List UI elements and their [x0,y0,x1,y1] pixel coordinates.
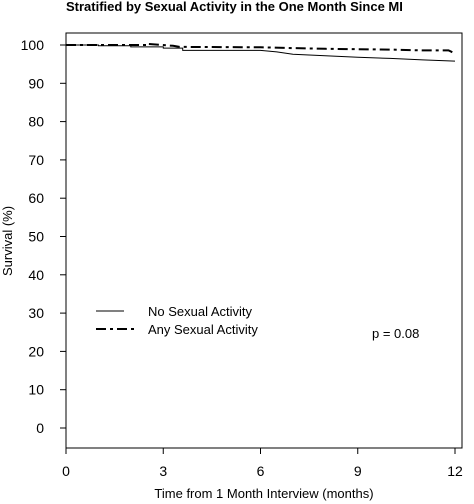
x-tick-label: 12 [447,463,463,479]
legend-label-any-sexual-activity: Any Sexual Activity [148,322,258,337]
y-tick-label: 0 [36,420,44,436]
x-tick-label: 9 [354,463,362,479]
y-tick-label: 50 [28,229,44,245]
x-axis-ticks: 0 3 6 9 12 [62,448,463,479]
series-layer [66,42,456,62]
x-tick-label: 0 [62,463,70,479]
series-line-no-sexual-activity [66,44,456,62]
y-tick-label: 70 [28,152,44,168]
legend-label-no-sexual-activity: No Sexual Activity [148,304,253,319]
x-axis-label: Time from 1 Month Interview (months) [154,486,373,501]
y-tick-label: 10 [28,382,44,398]
x-tick-label: 6 [257,463,265,479]
y-tick-label: 80 [28,114,44,130]
chart-title: Stratified by Sexual Activity in the One… [66,0,403,14]
legend: No Sexual Activity Any Sexual Activity [96,304,258,337]
y-tick-label: 90 [28,75,44,91]
y-axis-ticks: 0 10 20 30 40 50 60 70 80 90 100 [21,37,66,436]
plot-frame [65,32,463,449]
y-tick-label: 40 [28,267,44,283]
y-axis-label: Survival (%) [0,206,15,276]
x-tick-label: 3 [159,463,167,479]
y-tick-label: 60 [28,190,44,206]
y-tick-label: 100 [21,37,45,53]
y-tick-label: 20 [28,343,44,359]
y-tick-label: 30 [28,305,44,321]
p-value-annotation: p = 0.08 [372,326,419,341]
series-line-any-sexual-activity [66,42,456,55]
